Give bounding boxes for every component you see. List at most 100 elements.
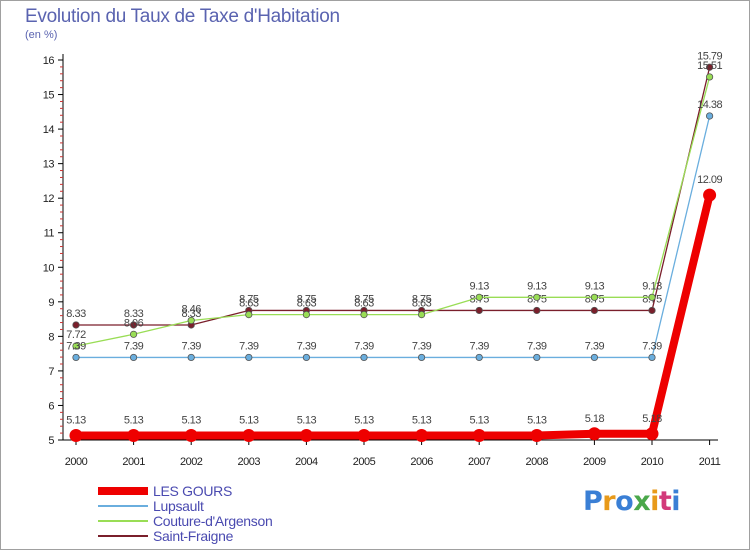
data-label-les-gours: 5.13 — [297, 415, 317, 427]
data-point-couture-d-argenson — [302, 310, 310, 319]
legend-label: Couture-d'Argenson — [153, 512, 273, 529]
data-point-les-gours — [184, 429, 198, 443]
legend-swatch — [98, 534, 148, 537]
y-tick-label: 16 — [43, 55, 55, 67]
legend-item: Lupsault — [98, 497, 272, 514]
data-label-saint-fraigne: 8.33 — [66, 308, 86, 320]
logo-letter: o — [615, 486, 634, 517]
data-point-lupsault — [187, 353, 195, 362]
data-point-saint-fraigne — [533, 306, 541, 315]
data-point-lupsault — [705, 112, 714, 120]
data-point-les-gours — [242, 429, 256, 443]
data-label-lupsault: 7.39 — [469, 340, 489, 352]
legend-item: LES GOURS — [98, 482, 272, 499]
data-point-lupsault — [533, 353, 541, 362]
y-tick-label: 13 — [43, 159, 55, 171]
y-tick-label: 15 — [43, 90, 55, 102]
data-point-les-gours — [299, 429, 313, 443]
logo-letter: r — [602, 486, 616, 517]
series-line-saint-fraigne — [76, 67, 711, 326]
legend-label: LES GOURS — [153, 482, 232, 499]
y-tick-label: 14 — [43, 124, 55, 136]
legend-label: Saint-Fraigne — [153, 527, 234, 544]
data-point-couture-d-argenson — [705, 73, 714, 81]
data-label-couture-d-argenson: 15.51 — [697, 60, 722, 72]
data-point-couture-d-argenson — [648, 293, 656, 301]
data-point-les-gours — [415, 429, 429, 443]
logo-letter: t — [658, 486, 672, 517]
logo-letter: x — [633, 486, 651, 517]
x-tick-label: 2000 — [65, 456, 88, 468]
legend-swatch — [98, 519, 148, 522]
data-label-les-gours: 5.18 — [585, 413, 605, 425]
data-label-les-gours: 5.13 — [354, 415, 374, 427]
data-point-les-gours — [645, 427, 659, 441]
data-point-saint-fraigne — [590, 306, 599, 315]
series-line-lupsault — [76, 115, 711, 359]
data-label-les-gours: 5.18 — [642, 413, 662, 425]
data-label-lupsault: 7.39 — [585, 340, 605, 352]
proxiti-logo: Proxiti — [583, 486, 681, 517]
chart-title: Evolution du Taux de Taxe d'Habitation — [25, 6, 340, 27]
x-tick-label: 2003 — [238, 456, 261, 468]
y-tick-label: 7 — [48, 366, 54, 378]
data-point-saint-fraigne — [475, 306, 483, 315]
data-point-les-gours — [530, 429, 544, 443]
x-tick-label: 2011 — [699, 456, 721, 468]
data-label-couture-d-argenson: 9.13 — [642, 280, 662, 292]
data-point-saint-fraigne — [130, 321, 138, 329]
data-label-lupsault: 7.39 — [297, 340, 317, 352]
data-point-lupsault — [245, 353, 253, 362]
data-label-lupsault: 7.39 — [66, 340, 86, 352]
data-label-lupsault: 7.39 — [124, 340, 144, 352]
data-label-les-gours: 5.13 — [527, 415, 547, 427]
data-label-les-gours: 5.13 — [181, 415, 201, 427]
y-tick-label: 10 — [43, 262, 55, 274]
data-label-saint-fraigne: 8.75 — [297, 293, 317, 305]
data-point-lupsault — [417, 353, 426, 362]
legend: LES GOURS Lupsault Couture-d'Argenson Saint… — [98, 482, 273, 544]
data-label-saint-fraigne: 15.79 — [697, 50, 722, 62]
data-point-les-gours — [357, 429, 371, 443]
data-point-couture-d-argenson — [417, 310, 426, 319]
x-tick-label: 2007 — [468, 456, 491, 468]
data-point-lupsault — [475, 353, 483, 362]
data-label-les-gours: 12.09 — [697, 174, 722, 186]
data-label-lupsault: 7.39 — [642, 340, 662, 352]
logo-letter: P — [583, 486, 603, 517]
x-tick-label: 2009 — [583, 456, 606, 468]
data-label-couture-d-argenson: 8.06 — [124, 317, 144, 329]
data-label-lupsault: 7.39 — [239, 340, 259, 352]
legend-swatch — [98, 504, 148, 507]
data-point-couture-d-argenson — [130, 330, 138, 338]
x-tick-label: 2010 — [641, 456, 664, 468]
data-label-couture-d-argenson: 7.72 — [66, 329, 86, 341]
y-tick-label: 11 — [44, 228, 55, 240]
legend-label: Lupsault — [153, 497, 204, 514]
data-label-les-gours: 5.13 — [239, 415, 259, 427]
legend-swatch — [98, 486, 148, 495]
data-label-couture-d-argenson: 9.13 — [469, 280, 489, 292]
y-axis-unit-label: (en %) — [25, 29, 58, 41]
data-label-couture-d-argenson: 9.13 — [527, 280, 547, 292]
data-label-saint-fraigne: 8.75 — [354, 293, 374, 305]
data-point-les-gours — [69, 429, 83, 443]
data-point-les-gours — [703, 188, 717, 202]
data-label-les-gours: 5.13 — [124, 415, 144, 427]
data-point-les-gours — [587, 427, 601, 441]
data-label-saint-fraigne: 8.33 — [124, 308, 144, 320]
data-label-couture-d-argenson: 8.63 — [354, 298, 374, 310]
data-point-couture-d-argenson — [245, 310, 253, 319]
data-point-lupsault — [360, 353, 368, 362]
data-label-couture-d-argenson: 8.63 — [239, 298, 259, 310]
logo-letter: i — [671, 486, 681, 517]
data-label-couture-d-argenson: 8.63 — [412, 298, 432, 310]
x-tick-label: 2002 — [180, 456, 203, 468]
data-label-lupsault: 7.39 — [354, 340, 374, 352]
data-label-saint-fraigne: 8.75 — [412, 293, 432, 305]
data-label-lupsault: 7.39 — [412, 340, 432, 352]
x-tick-label: 2008 — [526, 456, 549, 468]
data-point-lupsault — [590, 353, 599, 362]
data-point-lupsault — [648, 353, 656, 362]
x-tick-label: 2006 — [410, 456, 433, 468]
